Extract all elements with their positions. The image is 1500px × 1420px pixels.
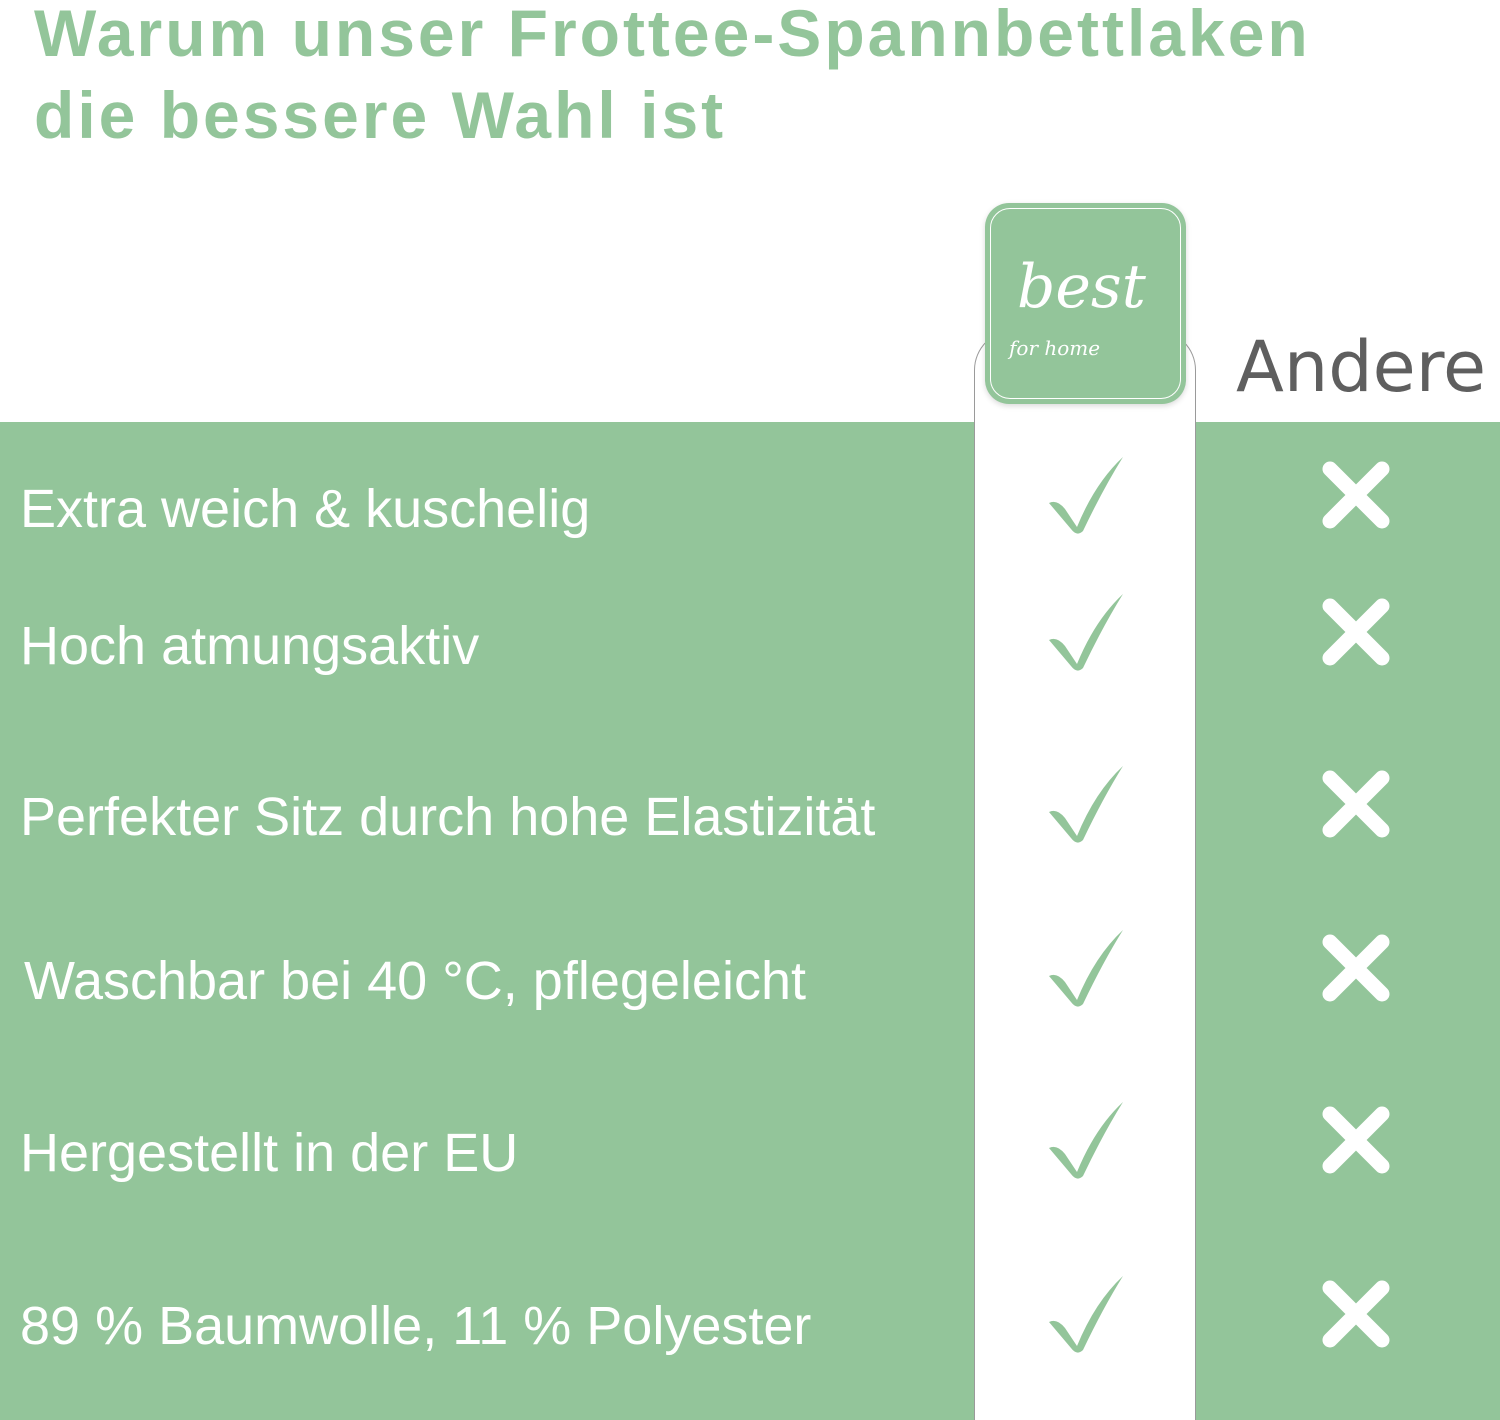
check-icon <box>1043 762 1127 851</box>
title-line-2: die bessere Wahl ist <box>34 78 727 152</box>
logo-tagline-text: for home <box>1007 336 1100 360</box>
brand-logo: best for home <box>985 203 1186 404</box>
check-icon <box>1043 926 1127 1015</box>
check-icon <box>1043 590 1127 679</box>
x-icon <box>1320 1278 1392 1355</box>
check-icon <box>1043 453 1127 542</box>
feature-label: Waschbar bei 40 °C, pflegeleicht <box>24 951 806 1011</box>
other-column-header: Andere <box>1236 326 1487 408</box>
feature-band <box>0 422 1500 1420</box>
x-icon <box>1320 459 1392 536</box>
x-icon <box>1320 932 1392 1009</box>
feature-label: Extra weich & kuschelig <box>20 479 591 539</box>
x-icon <box>1320 768 1392 845</box>
check-icon <box>1043 1098 1127 1187</box>
title-line-1: Warum unser Frottee-Spannbettlaken <box>34 0 1311 70</box>
feature-label: Perfekter Sitz durch hohe Elastizität <box>20 787 876 847</box>
feature-label: Hergestellt in der EU <box>20 1123 519 1183</box>
check-icon <box>1043 1272 1127 1361</box>
logo-brand-text: best <box>1017 252 1147 322</box>
logo-graphic: best for home <box>1007 252 1147 360</box>
feature-label: 89 % Baumwolle, 11 % Polyester <box>20 1296 812 1356</box>
logo-frame <box>990 208 1181 399</box>
page-title: Warum unser Frottee-Spannbettlaken die b… <box>34 0 1311 156</box>
x-icon <box>1320 1104 1392 1181</box>
x-icon <box>1320 596 1392 673</box>
feature-label: Hoch atmungsaktiv <box>20 616 480 676</box>
